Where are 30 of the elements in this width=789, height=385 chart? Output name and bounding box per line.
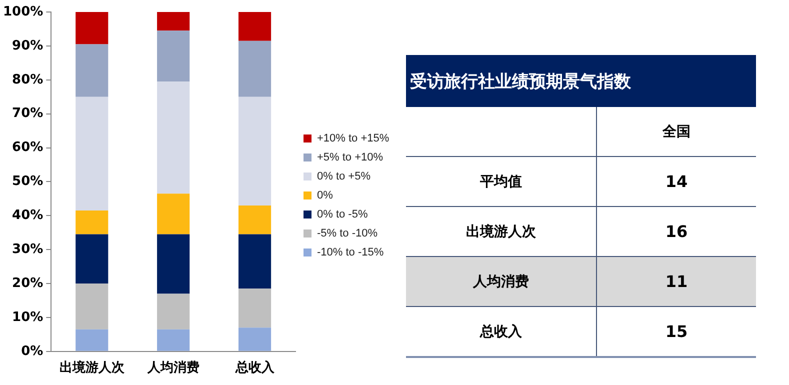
x-tick-label: 总收入	[234, 360, 276, 376]
legend-label: -10% to -15%	[317, 246, 384, 259]
legend-label: +10% to +15%	[317, 132, 390, 145]
y-tick-label: 100%	[2, 4, 44, 20]
y-tick-label: 80%	[12, 72, 44, 88]
legend-label: -5% to -10%	[317, 228, 378, 240]
text: 受访旅行社业绩预期景气指数	[406, 55, 756, 107]
legend-label: 0%	[317, 190, 334, 202]
y-tick-label: 60%	[12, 140, 44, 156]
category-label: 出境游人次	[406, 206, 596, 256]
category-label: 平均值	[406, 156, 596, 206]
category-label: 人均消费	[406, 256, 596, 306]
y-tick-label: 70%	[12, 106, 44, 122]
x-tick-label: 出境游人次	[59, 360, 126, 376]
legend-label: 0% to -5%	[317, 208, 368, 221]
x-tick-label: 人均消费	[146, 360, 200, 376]
legend-label: +5% to +10%	[317, 152, 384, 164]
data-label: 14	[596, 156, 756, 206]
legend-label: 0% to +5%	[317, 170, 371, 183]
y-tick-label: 50%	[12, 174, 44, 190]
y-tick-label: 30%	[12, 242, 44, 257]
y-tick-label: 0%	[21, 344, 44, 359]
y-tick-label: 10%	[12, 310, 44, 325]
y-tick-label: 20%	[12, 276, 44, 291]
data-label: 15	[596, 306, 756, 357]
text: 全国	[662, 122, 692, 142]
data-label: 11	[596, 256, 756, 306]
y-tick-label: 90%	[12, 38, 44, 54]
data-label: 16	[596, 206, 756, 256]
y-tick-label: 40%	[12, 208, 44, 224]
